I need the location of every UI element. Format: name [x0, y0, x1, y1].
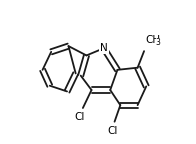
Text: Cl: Cl — [107, 126, 118, 136]
Text: N: N — [100, 43, 108, 53]
Text: Cl: Cl — [75, 112, 85, 122]
Text: 3: 3 — [156, 38, 161, 47]
Text: CH: CH — [145, 35, 161, 45]
